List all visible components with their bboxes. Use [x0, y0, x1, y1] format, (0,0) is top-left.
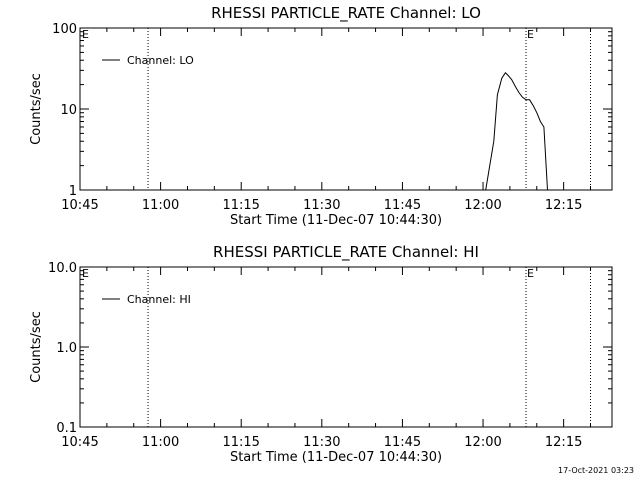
y-axis-label: Counts/sec — [29, 73, 44, 145]
x-axis-label: Start Time (11-Dec-07 10:44:30) — [230, 450, 442, 465]
x-tick-label: 12:15 — [545, 435, 582, 450]
chart-title: RHESSI PARTICLE_RATE Channel: HI — [213, 243, 479, 262]
legend-entry: Channel: HI — [127, 293, 191, 306]
time-marker-label: E — [527, 267, 534, 280]
x-tick-label: 11:45 — [384, 198, 421, 213]
x-tick-label: 11:15 — [222, 198, 259, 213]
series-line-0 — [485, 72, 548, 191]
legend-entry: Channel: LO — [127, 54, 194, 67]
plot-frame — [79, 27, 613, 191]
x-tick-label: 11:00 — [142, 198, 179, 213]
x-tick-label: 12:00 — [464, 435, 501, 450]
x-tick-label: 10:45 — [61, 198, 98, 213]
plot-frame — [79, 266, 613, 428]
x-tick-label: 11:45 — [384, 435, 421, 450]
x-tick-label: 12:15 — [545, 198, 582, 213]
y-tick-label: 10 — [60, 103, 77, 118]
x-axis-label: Start Time (11-Dec-07 10:44:30) — [230, 213, 442, 228]
y-tick-label: 100 — [52, 22, 77, 37]
x-tick-label: 11:00 — [142, 435, 179, 450]
x-tick-label: 11:30 — [303, 198, 340, 213]
chart-title: RHESSI PARTICLE_RATE Channel: LO — [211, 4, 481, 23]
edge-label: E — [82, 267, 89, 280]
edge-label: E — [82, 28, 89, 41]
y-tick-label: 1.0 — [56, 341, 77, 356]
x-tick-label: 11:15 — [222, 435, 259, 450]
footer-timestamp: 17-Oct-2021 03:23 — [558, 466, 634, 475]
x-tick-label: 10:45 — [61, 435, 98, 450]
y-tick-label: 0.1 — [56, 421, 77, 436]
time-marker-label: E — [527, 28, 534, 41]
y-axis-label: Counts/sec — [29, 311, 44, 383]
y-tick-label: 1 — [69, 184, 77, 199]
x-tick-label: 12:00 — [464, 198, 501, 213]
x-tick-label: 11:30 — [303, 435, 340, 450]
y-tick-label: 10.0 — [48, 261, 77, 276]
